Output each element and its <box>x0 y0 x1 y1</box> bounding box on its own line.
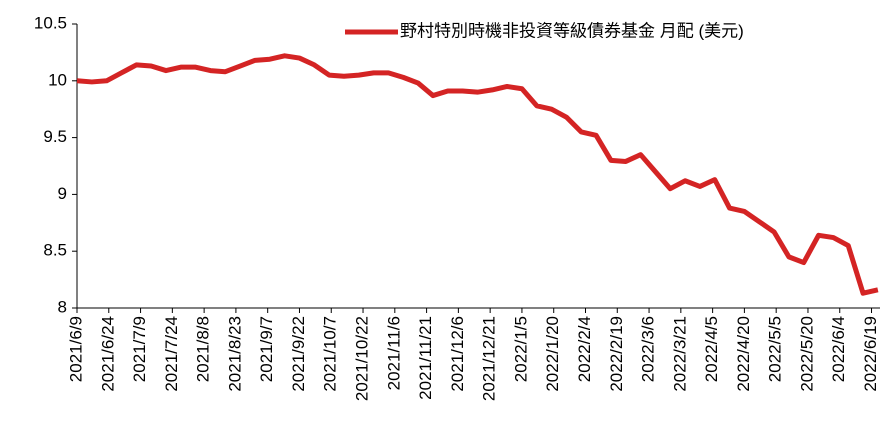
x-tick-label: 2021/12/21 <box>480 316 499 401</box>
x-tick-label: 2021/11/21 <box>416 316 435 400</box>
y-tick-label: 8 <box>58 297 67 316</box>
x-tick-label: 2021/12/6 <box>448 316 467 392</box>
x-tick-label: 2022/2/19 <box>607 316 626 392</box>
x-tick-label: 2022/1/20 <box>543 316 562 392</box>
y-tick-label: 9 <box>58 184 67 203</box>
y-tick-label: 10.5 <box>34 13 67 32</box>
x-tick-label: 2021/7/9 <box>130 316 149 382</box>
x-tick-label: 2022/6/4 <box>829 316 848 382</box>
line-series <box>76 53 879 296</box>
x-tick-label: 2021/7/24 <box>162 316 181 392</box>
y-tick-label: 9.5 <box>43 127 67 146</box>
x-tick-label: 2022/4/20 <box>734 316 753 392</box>
legend-label: 野村特別時機非投資等級債券基金 月配 (美元) <box>400 21 744 40</box>
x-tick-label: 2021/6/9 <box>66 316 85 382</box>
y-tick-label: 8.5 <box>43 241 67 260</box>
x-tick-label: 2021/11/6 <box>384 316 403 390</box>
x-tick-label: 2022/3/6 <box>639 316 658 382</box>
x-tick-label: 2022/5/20 <box>797 316 816 392</box>
x-tick-label: 2022/4/5 <box>702 316 721 382</box>
x-tick-label: 2021/10/7 <box>321 316 340 392</box>
x-tick-label: 2021/10/22 <box>353 316 372 401</box>
x-tick-label: 2021/8/8 <box>194 316 213 382</box>
x-tick-label: 2021/8/23 <box>225 316 244 392</box>
x-tick-label: 2021/9/22 <box>289 316 308 392</box>
x-tick-label: 2022/1/5 <box>511 316 530 382</box>
y-tick-label: 10 <box>48 70 67 89</box>
x-tick-label: 2022/5/5 <box>766 316 785 382</box>
x-tick-label: 2022/6/19 <box>861 316 880 392</box>
x-tick-label: 2021/9/7 <box>257 316 276 382</box>
x-tick-label: 2021/6/24 <box>98 316 117 392</box>
x-tick-label: 2022/3/21 <box>670 316 689 392</box>
x-tick-label: 2022/2/4 <box>575 316 594 382</box>
